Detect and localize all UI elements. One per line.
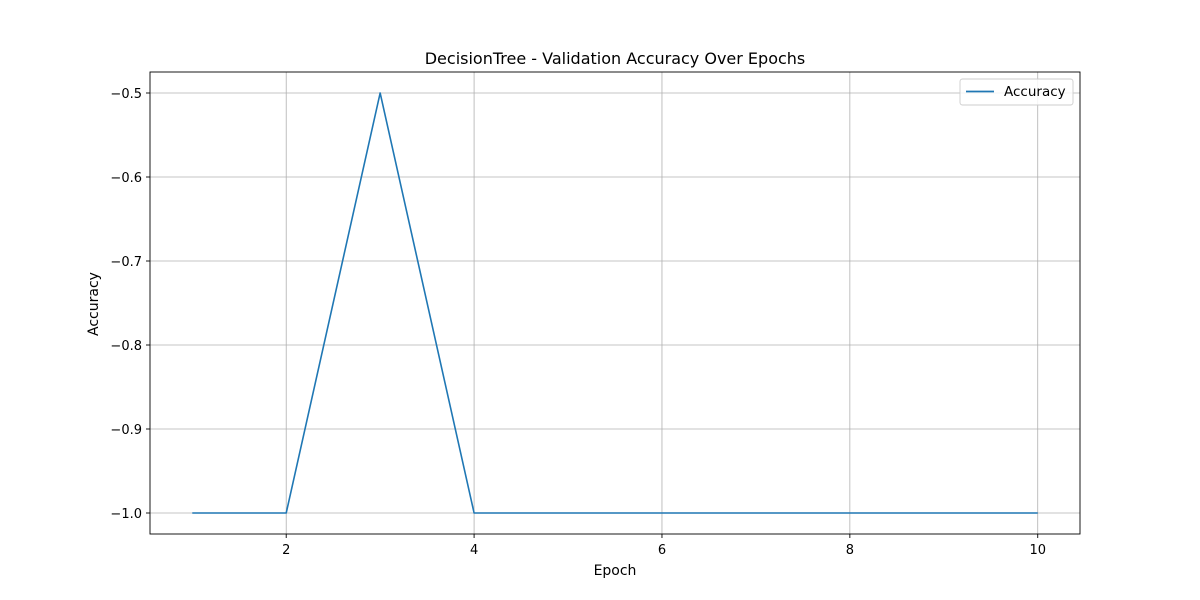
legend-label: Accuracy <box>1004 84 1066 100</box>
y-tick-label: −0.6 <box>110 171 142 186</box>
x-tick-label: 2 <box>282 543 290 558</box>
y-tick-label: −0.8 <box>110 339 142 354</box>
x-axis-title: Epoch <box>594 563 637 579</box>
y-tick-label: −0.5 <box>110 87 142 102</box>
y-tick-label: −0.9 <box>110 423 142 438</box>
x-tick-label: 4 <box>470 543 478 558</box>
y-tick-label: −1.0 <box>110 507 142 522</box>
x-tick-label: 8 <box>846 543 854 558</box>
axes-frame <box>149 71 1081 535</box>
chart-title: DecisionTree - Validation Accuracy Over … <box>425 49 806 68</box>
series-line-accuracy <box>192 92 1038 514</box>
y-axis-title: Accuracy <box>86 272 102 336</box>
plot-area: 2 4 6 8 10 −1.0 −0.9 −0.8 −0.7 −0.6 −0.5 Accuracy <box>110 71 1081 558</box>
y-tick-label: −0.7 <box>110 255 142 270</box>
x-tick-label: 10 <box>1029 543 1046 558</box>
x-tick-label: 6 <box>658 543 666 558</box>
legend-box <box>959 78 1074 106</box>
